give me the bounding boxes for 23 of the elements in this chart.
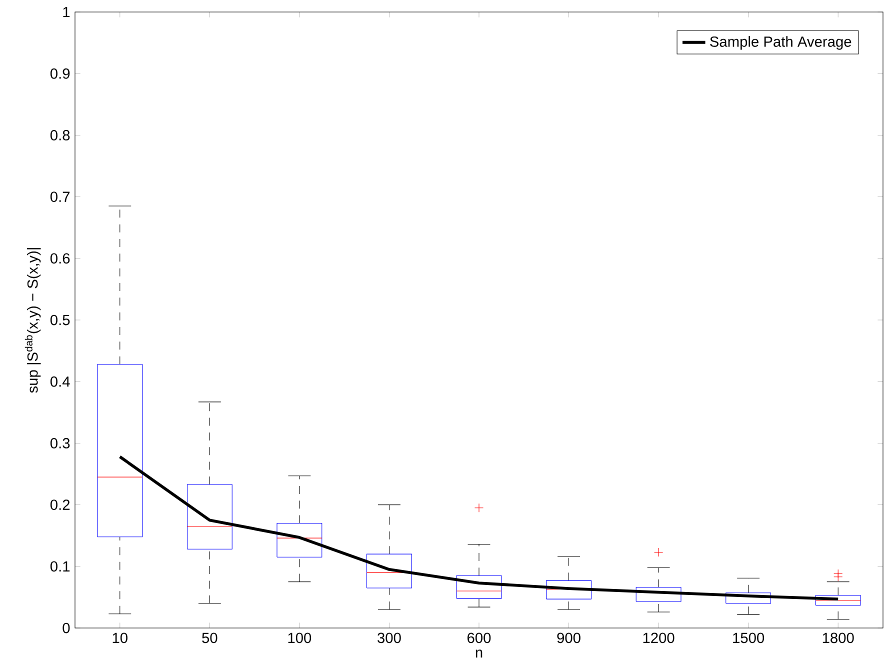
y-tick-label: 0 <box>62 622 70 634</box>
y-tick-label: 0.6 <box>50 253 70 264</box>
x-tick-label: 1200 <box>643 632 674 644</box>
y-tick-label: 0.5 <box>50 314 70 326</box>
x-axis-title: n <box>476 650 482 658</box>
x-tick-label: 900 <box>557 632 580 644</box>
x-tick-label: 300 <box>378 632 401 644</box>
y-tick-label: 0.2 <box>50 500 70 510</box>
y-tick-label: 1 <box>63 6 70 18</box>
y-tick-label: 0.9 <box>50 68 70 79</box>
y-axis-title: sup |S$^{dab}$(x,y) − S(x,y)| <box>24 248 41 393</box>
legend-label: Sample Path Average <box>710 36 852 50</box>
x-tick-label: 50 <box>202 632 218 644</box>
y-tick-label: 0.7 <box>50 192 70 202</box>
x-tick-label: 1500 <box>733 632 764 644</box>
y-tick-label: 0.1 <box>50 561 70 572</box>
y-tick-label: 0.8 <box>50 130 70 140</box>
x-tick-label: 600 <box>468 632 491 644</box>
y-tick-label: 0.4 <box>50 376 70 387</box>
x-tick-label: 1800 <box>822 632 854 644</box>
y-tick-label: 0.3 <box>50 438 70 448</box>
x-tick-label: 100 <box>288 632 312 644</box>
x-tick-label: 10 <box>112 632 128 644</box>
